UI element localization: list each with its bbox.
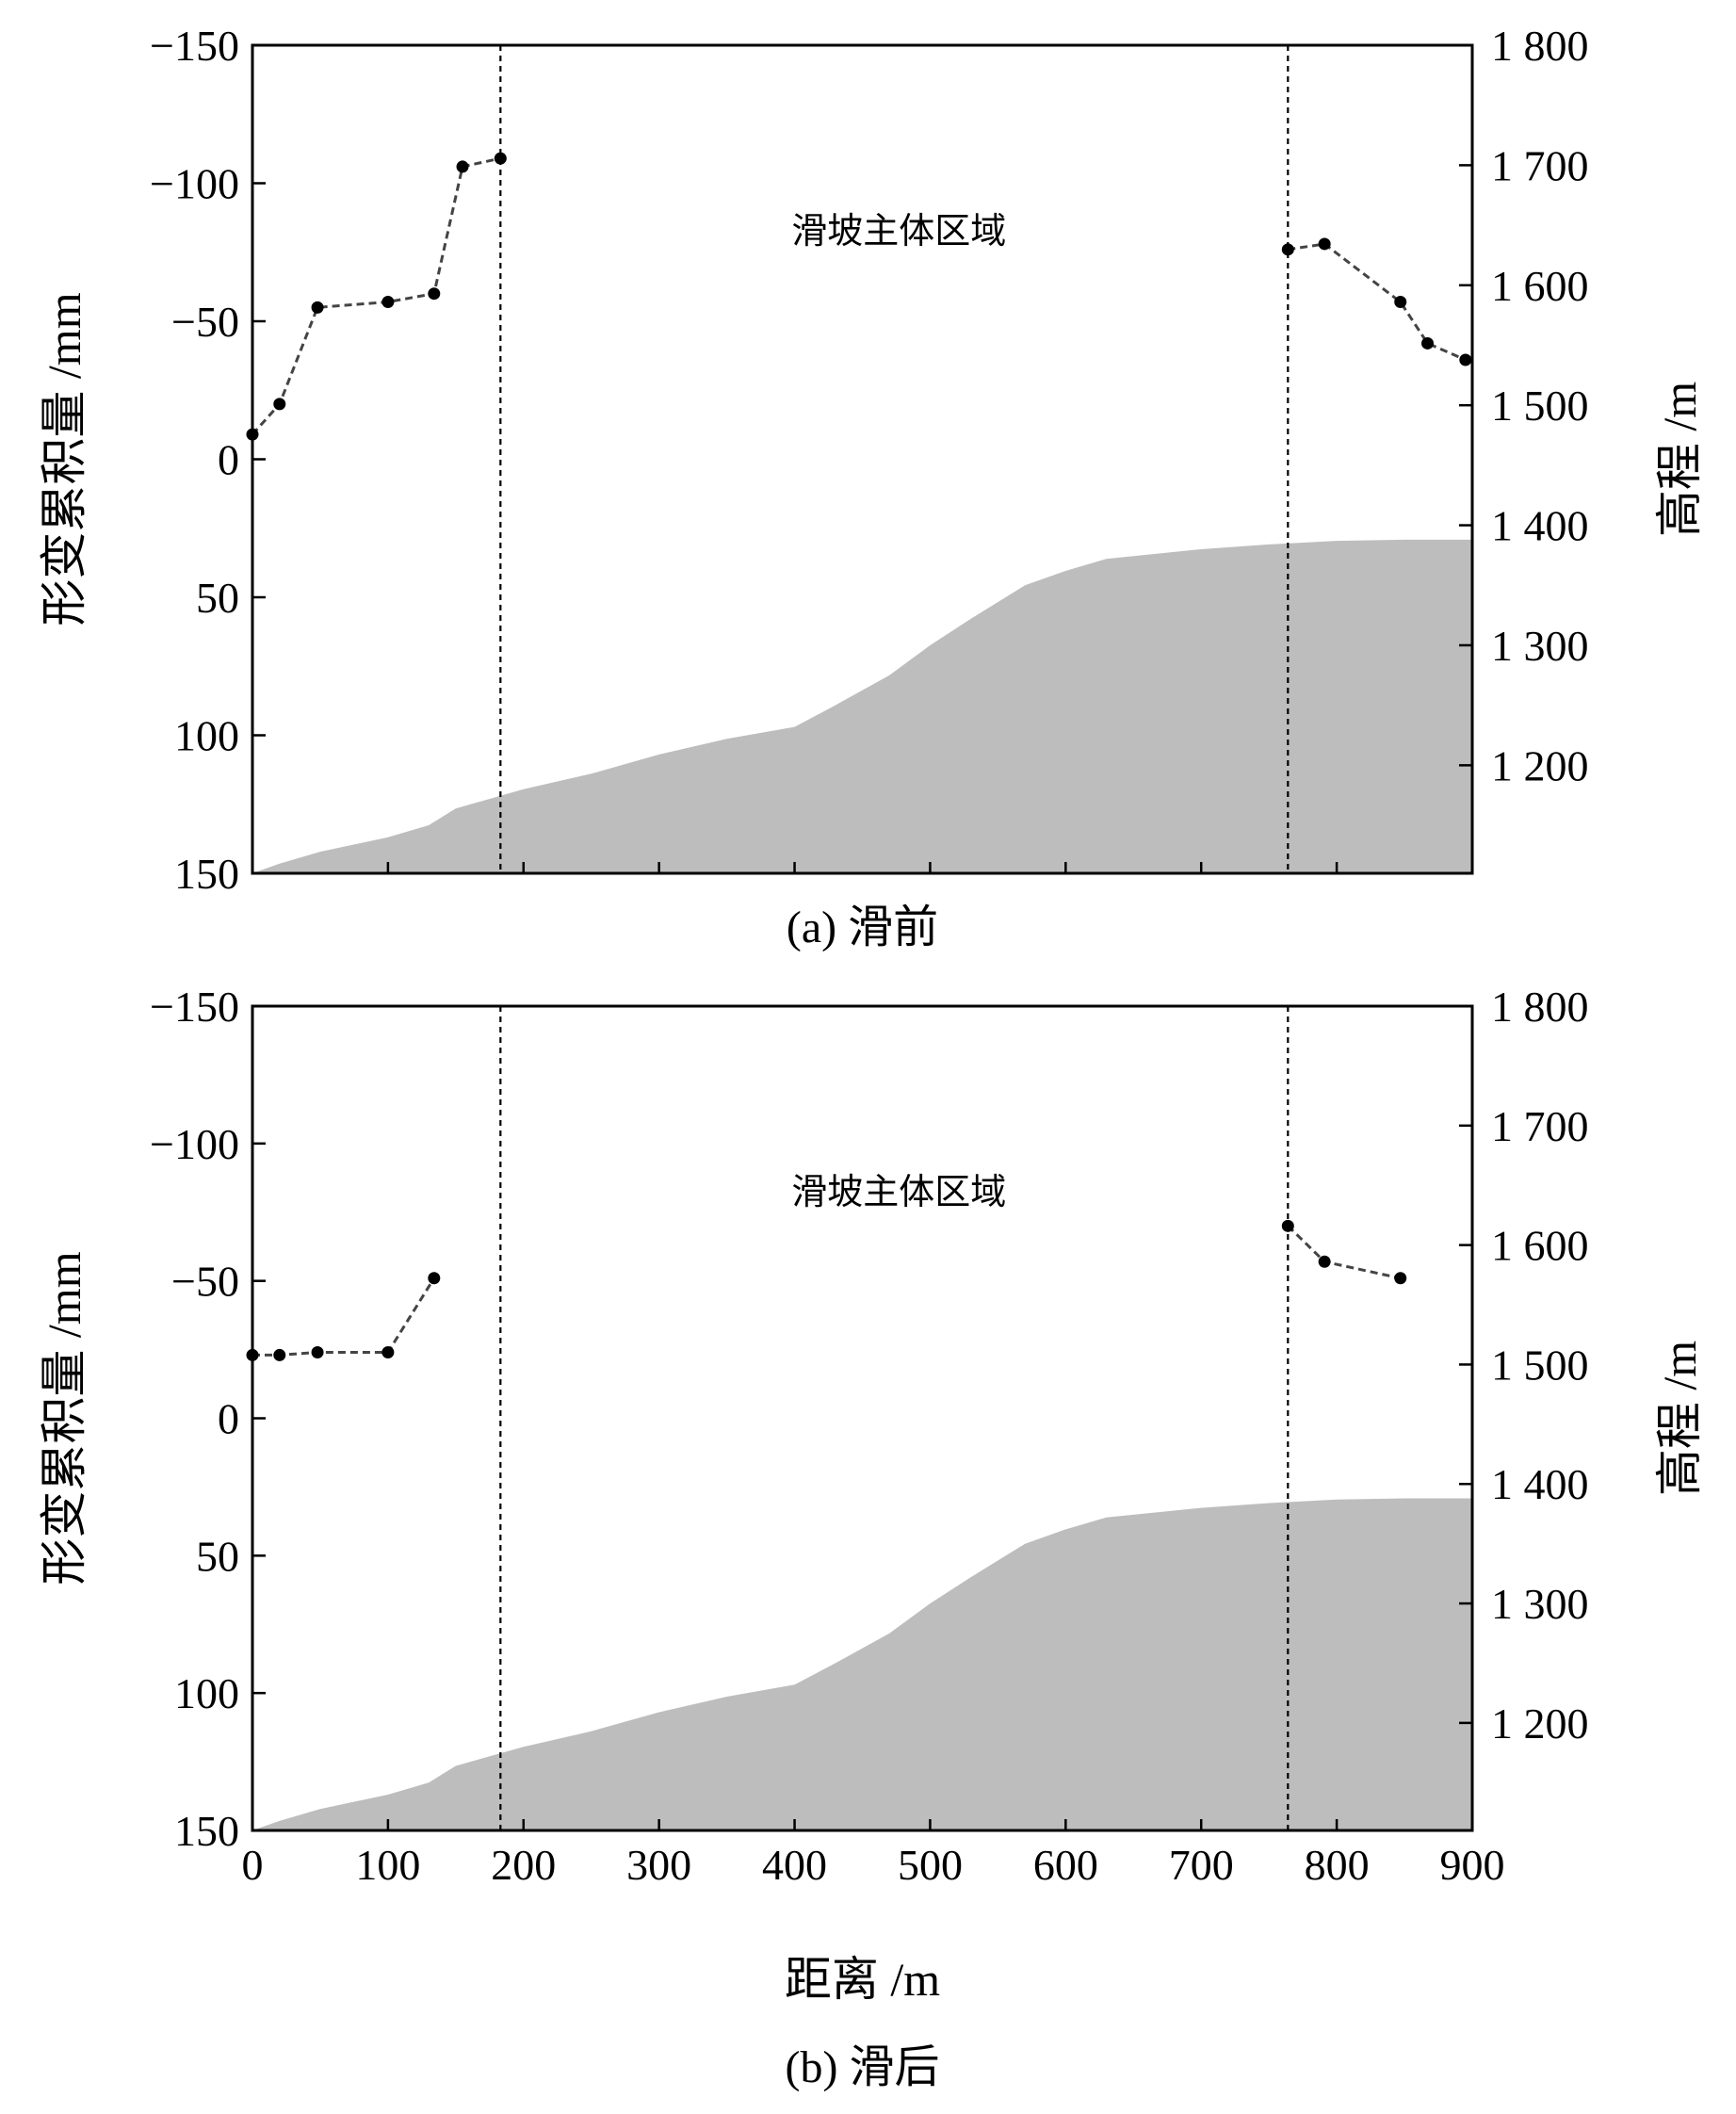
elevation-area bbox=[252, 539, 1472, 873]
chart-b: −150 −100 −50 0 50 100 150 1 800 1 700 1 600 1 500… bbox=[38, 983, 1706, 2092]
right-tick-label: 1 600 bbox=[1491, 1222, 1589, 1270]
data-point bbox=[1421, 336, 1435, 350]
right-tick-label: 1 700 bbox=[1491, 1102, 1589, 1150]
deformation-series-2 bbox=[1288, 242, 1467, 362]
data-point bbox=[1318, 237, 1331, 251]
left-tick-label: −50 bbox=[171, 298, 239, 346]
x-tick-label: 500 bbox=[898, 1841, 963, 1889]
x-axis-label: 距离 /m bbox=[785, 1953, 940, 2006]
data-point bbox=[428, 1272, 441, 1285]
data-point bbox=[1318, 1255, 1331, 1268]
right-tick-label: 1 200 bbox=[1491, 741, 1589, 789]
left-tick-label: 100 bbox=[174, 712, 239, 760]
right-tick-label: 1 800 bbox=[1491, 22, 1589, 70]
deformation-series-2 bbox=[1287, 1225, 1402, 1280]
right-tick-label: 1 500 bbox=[1491, 1341, 1589, 1389]
data-point bbox=[381, 1346, 395, 1358]
data-point bbox=[1394, 295, 1407, 308]
data-point bbox=[273, 1348, 286, 1361]
left-tick-label: 0 bbox=[218, 1395, 239, 1443]
right-tick-label: 1 700 bbox=[1491, 141, 1589, 189]
right-axis-label: 高程 /m bbox=[1653, 1341, 1706, 1496]
x-tick-label: 200 bbox=[491, 1841, 556, 1889]
left-tick-label: −100 bbox=[150, 160, 239, 208]
right-tick-label: 1 300 bbox=[1491, 622, 1589, 670]
right-axis-label: 高程 /m bbox=[1653, 382, 1706, 537]
x-tick-label: 100 bbox=[355, 1841, 420, 1889]
x-tick-label: 400 bbox=[762, 1841, 827, 1889]
left-tick-label: 50 bbox=[196, 574, 239, 622]
data-point bbox=[428, 287, 441, 301]
x-tick-label: 600 bbox=[1033, 1841, 1098, 1889]
left-tick-label: −100 bbox=[150, 1120, 239, 1168]
right-tick-label: 1 400 bbox=[1491, 1460, 1589, 1508]
left-tick-label: 150 bbox=[174, 1807, 239, 1855]
chart-a: −150 −100 −50 0 50 100 150 1 800 1 700 1 600 1 500… bbox=[38, 22, 1706, 952]
elevation-area bbox=[252, 1498, 1472, 1830]
data-point bbox=[311, 301, 324, 314]
left-tick-label: 100 bbox=[174, 1669, 239, 1717]
left-tick-label: −150 bbox=[150, 983, 239, 1031]
deformation-series-1 bbox=[252, 1277, 436, 1357]
left-tick-label: −50 bbox=[171, 1258, 239, 1306]
right-tick-label: 1 600 bbox=[1491, 262, 1589, 310]
data-point bbox=[311, 1346, 324, 1358]
data-point bbox=[246, 1348, 259, 1361]
right-tick-label: 1 400 bbox=[1491, 502, 1589, 550]
panel-caption: (b) 滑后 bbox=[786, 2042, 940, 2092]
data-point bbox=[1281, 243, 1294, 256]
x-tick-label: 0 bbox=[242, 1841, 264, 1889]
left-tick-label: 150 bbox=[174, 850, 239, 898]
x-tick-label: 800 bbox=[1305, 1841, 1370, 1889]
deformation-series-1 bbox=[251, 156, 501, 436]
data-point bbox=[1281, 1219, 1294, 1232]
data-point bbox=[494, 152, 507, 165]
right-tick-label: 1 300 bbox=[1491, 1580, 1589, 1628]
right-tick-label: 1 500 bbox=[1491, 382, 1589, 430]
right-tick-label: 1 200 bbox=[1491, 1699, 1589, 1748]
data-point bbox=[1459, 353, 1472, 366]
data-point bbox=[1394, 1272, 1407, 1285]
x-tick-label: 900 bbox=[1440, 1841, 1505, 1889]
left-axis-label: 形变累积量 /mm bbox=[38, 292, 90, 626]
right-tick-label: 1 800 bbox=[1491, 983, 1589, 1031]
left-tick-label: 0 bbox=[218, 436, 239, 484]
data-point bbox=[273, 398, 286, 411]
data-point bbox=[456, 160, 469, 173]
data-point bbox=[381, 295, 395, 308]
panel-caption: (a) 滑前 bbox=[787, 903, 938, 952]
landslide-zone-label: 滑坡主体区域 bbox=[791, 1171, 1006, 1212]
landslide-zone-label: 滑坡主体区域 bbox=[791, 210, 1006, 252]
x-tick-label: 300 bbox=[626, 1841, 691, 1889]
data-point bbox=[246, 428, 259, 441]
left-tick-label: 50 bbox=[196, 1532, 239, 1580]
left-tick-label: −150 bbox=[150, 22, 239, 70]
left-axis-label: 形变累积量 /mm bbox=[38, 1251, 90, 1585]
x-tick-label: 700 bbox=[1169, 1841, 1234, 1889]
